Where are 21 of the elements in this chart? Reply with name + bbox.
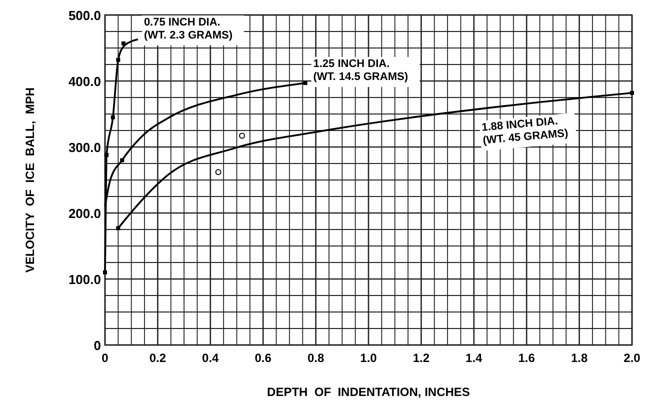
series-label: 1.25 INCH DIA. (WT. 14.5 GRAMS) <box>313 58 408 83</box>
y-axis-title: VELOCITY OF ICE BALL, MPH <box>23 87 37 273</box>
series-label: 0.75 INCH DIA. (WT. 2.3 GRAMS) <box>144 16 233 42</box>
x-tick-label: 0.4 <box>202 351 220 365</box>
y-tick-label: 0 <box>94 338 101 353</box>
y-tick-label: 400.0 <box>68 74 101 89</box>
x-tick-label: 1.0 <box>360 351 378 365</box>
x-axis-title: DEPTH OF INDENTATION, INCHES <box>267 385 470 399</box>
x-tick-label: 1.4 <box>466 351 483 365</box>
y-tick-label: 500.0 <box>68 8 101 23</box>
x-tick-label: 2.0 <box>624 351 641 365</box>
series-label: 1.88 INCH DIA. (WT. 45 GRAMS) <box>481 115 569 147</box>
x-tick-label: 1.8 <box>570 351 588 365</box>
x-tick-label: 0.8 <box>307 351 324 365</box>
x-tick-label: 1.6 <box>518 351 536 365</box>
x-tick-label: 0.6 <box>254 351 272 365</box>
x-tick-label: 0.2 <box>149 351 166 365</box>
y-tick-label: 100.0 <box>68 272 101 287</box>
y-tick-label: 300.0 <box>68 140 101 155</box>
y-tick-label: 200.0 <box>68 206 101 221</box>
x-tick-label: 1.2 <box>412 351 430 365</box>
